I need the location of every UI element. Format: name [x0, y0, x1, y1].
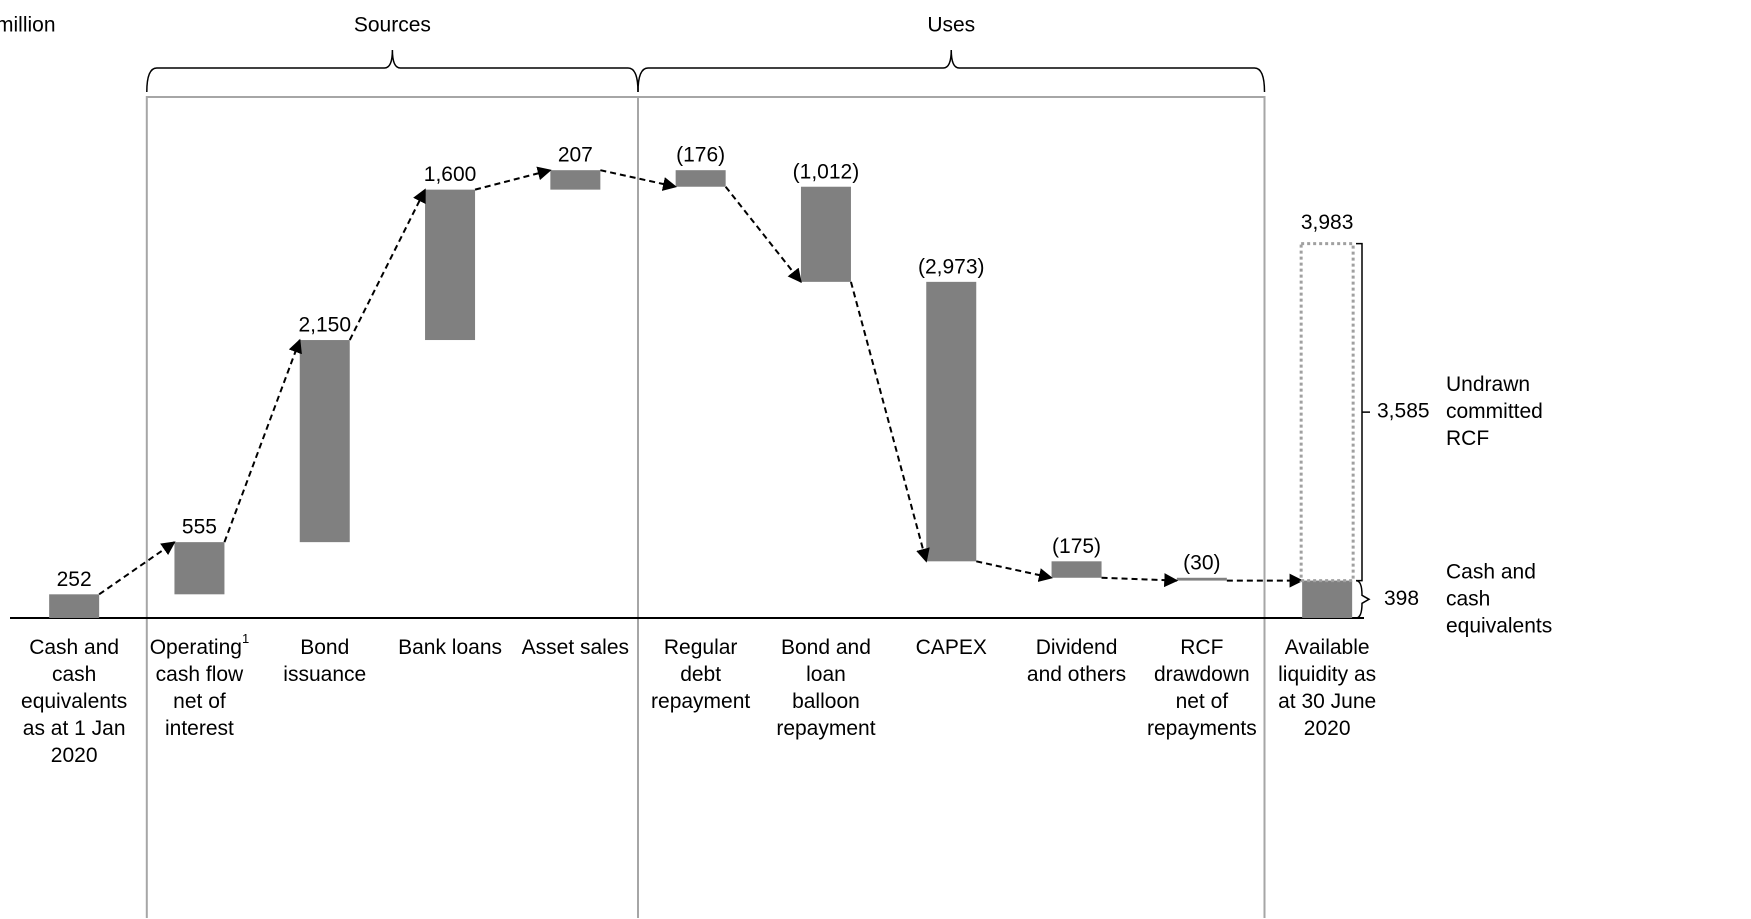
- x-tick-label-line: repayment: [651, 690, 750, 713]
- bar: [675, 170, 726, 187]
- x-tick-label: Asset sales: [522, 636, 629, 659]
- bar: [174, 542, 225, 595]
- value-label: (2,973): [918, 255, 985, 278]
- x-tick-label: Available liquidity as at 30 June 2020: [1278, 636, 1376, 740]
- x-tick-label-line: cash: [52, 663, 96, 686]
- value-label: 2,150: [298, 314, 351, 337]
- cash-label: 398: [1384, 587, 1419, 610]
- x-tick-label-line: net of: [1176, 690, 1229, 713]
- liquidity-total-label: 3,983: [1301, 211, 1354, 234]
- connector: [223, 338, 302, 543]
- bar: [299, 340, 350, 543]
- x-tick-label-line: Cash and: [29, 636, 119, 659]
- cash-name-line: cash: [1446, 587, 1490, 610]
- connector: [1101, 573, 1179, 588]
- value-label: (1,012): [793, 160, 860, 183]
- connector: [348, 188, 426, 341]
- group-box: [637, 96, 1266, 918]
- value-label: 555: [182, 516, 217, 539]
- connector: [849, 281, 930, 563]
- connector: [600, 169, 678, 191]
- bar: [800, 186, 851, 282]
- x-tick-label-line: repayments: [1147, 717, 1257, 740]
- connector: [474, 166, 552, 191]
- x-tick-label-line: 2020: [51, 744, 98, 767]
- x-tick-label-line: Asset sales: [522, 636, 629, 659]
- x-tick-label-line: liquidity as: [1278, 663, 1376, 686]
- value-label: (176): [676, 144, 725, 167]
- bar: [49, 594, 100, 618]
- connector: [976, 560, 1053, 582]
- x-tick-label-line: and others: [1027, 663, 1126, 686]
- group-label: Uses: [927, 14, 975, 37]
- x-tick-label-line: issuance: [283, 663, 366, 686]
- x-tick-label-line: repayment: [776, 717, 875, 740]
- x-tick-label-line: Dividend: [1036, 636, 1118, 659]
- x-tick-label-line: Regular: [664, 636, 738, 659]
- x-tick-label-line: Bank loans: [398, 636, 502, 659]
- x-tick-label: Bond and loan balloon repayment: [776, 636, 875, 740]
- undrawn-name-line: committed: [1446, 400, 1543, 423]
- group-brace: [146, 49, 639, 93]
- x-tick-label-line: cash flow: [156, 663, 244, 686]
- bar: [550, 170, 601, 190]
- liquidity-box: [1299, 242, 1355, 583]
- x-tick-label-line: Bond and: [781, 636, 871, 659]
- x-tick-label: Bond issuance: [283, 636, 366, 686]
- bar: [926, 281, 977, 562]
- x-tick-label-line: at 30 June: [1278, 690, 1376, 713]
- x-tick-label-line: Operating: [150, 636, 242, 659]
- footnote-mark: 1: [242, 631, 249, 646]
- x-tick-label-line: Bond: [300, 636, 349, 659]
- value-label: 1,600: [424, 163, 477, 186]
- x-tick-label-line: RCF: [1180, 636, 1223, 659]
- undrawn-bracket: [1356, 242, 1370, 582]
- group-label: Sources: [354, 14, 431, 37]
- x-tick-label-line: drawdown: [1154, 663, 1250, 686]
- x-tick-label: RCF drawdown net of repayments: [1147, 636, 1257, 740]
- bar: [1176, 577, 1227, 581]
- x-tick-label-line: equivalents: [21, 690, 127, 713]
- x-tick-label: Bank loans: [398, 636, 502, 659]
- cash-bracket: [1355, 579, 1371, 619]
- cash-name-line: Cash and: [1446, 560, 1536, 583]
- cash-name-line: equivalents: [1446, 614, 1552, 637]
- x-tick-label-line: balloon: [792, 690, 860, 713]
- group-brace: [637, 49, 1266, 93]
- value-label: 207: [558, 144, 593, 167]
- undrawn-name-line: Undrawn: [1446, 373, 1530, 396]
- connector: [98, 541, 176, 596]
- undrawn-name: Undrawn committed RCF: [1446, 373, 1543, 450]
- undrawn-label: 3,585: [1377, 400, 1430, 423]
- value-label: (30): [1183, 551, 1220, 574]
- bar: [425, 189, 476, 341]
- bar: [1051, 561, 1102, 578]
- x-tick-label: Operating1 cash flow net of interest: [150, 631, 249, 739]
- x-tick-label: Dividend and others: [1027, 636, 1126, 686]
- x-tick-label-line: 2020: [1304, 717, 1351, 740]
- cash-name: Cash and cash equivalents: [1446, 560, 1552, 637]
- value-label: (175): [1052, 535, 1101, 558]
- x-tick-label-line: debt: [680, 663, 721, 686]
- x-tick-label-line: CAPEX: [916, 636, 987, 659]
- x-tick-label: CAPEX: [916, 636, 987, 659]
- x-tick-label: Regular debt repayment: [651, 636, 750, 713]
- undrawn-name-line: RCF: [1446, 427, 1489, 450]
- x-tick-label-line: net of: [173, 690, 226, 713]
- x-tick-label-line: as at 1 Jan: [23, 717, 126, 740]
- x-tick-label: Cash and cash equivalents as at 1 Jan 2020: [21, 636, 127, 767]
- group-box: [145, 96, 639, 918]
- connector: [724, 186, 802, 283]
- bar: [1302, 580, 1353, 618]
- unit-label: million: [0, 14, 56, 37]
- x-tick-label-line: interest: [165, 717, 234, 740]
- x-tick-label-line: loan: [806, 663, 846, 686]
- value-label: 252: [57, 568, 92, 591]
- x-tick-label-line: Available: [1285, 636, 1370, 659]
